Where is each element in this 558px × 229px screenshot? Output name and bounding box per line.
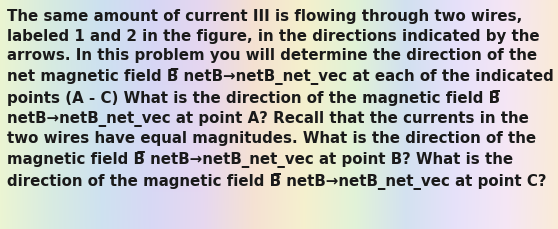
Text: The same amount of current III is flowing through two wires,
labeled 1 and 2 in : The same amount of current III is flowin… — [7, 9, 554, 189]
